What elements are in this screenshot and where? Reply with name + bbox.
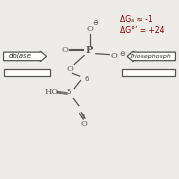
Text: ΔGₐ ≈ -1: ΔGₐ ≈ -1 bbox=[120, 15, 153, 24]
Text: Triosephosph: Triosephosph bbox=[129, 54, 171, 59]
Text: O: O bbox=[81, 120, 88, 127]
Text: O: O bbox=[66, 65, 73, 73]
Text: 5: 5 bbox=[67, 89, 71, 95]
Text: ⊖: ⊖ bbox=[93, 20, 99, 26]
Text: ⊖: ⊖ bbox=[120, 51, 125, 57]
Text: 6: 6 bbox=[84, 76, 89, 82]
FancyArrow shape bbox=[127, 51, 175, 62]
Text: dolase: dolase bbox=[8, 53, 31, 59]
FancyArrow shape bbox=[4, 51, 47, 62]
Text: ΔG°’ = +24: ΔG°’ = +24 bbox=[120, 26, 165, 35]
FancyArrow shape bbox=[4, 69, 50, 76]
Text: O: O bbox=[61, 46, 68, 54]
Text: O: O bbox=[86, 25, 93, 33]
Text: P: P bbox=[86, 46, 93, 55]
Text: 4: 4 bbox=[81, 114, 85, 120]
Text: HO: HO bbox=[45, 88, 59, 96]
FancyArrow shape bbox=[122, 69, 175, 76]
Text: O: O bbox=[110, 52, 117, 60]
